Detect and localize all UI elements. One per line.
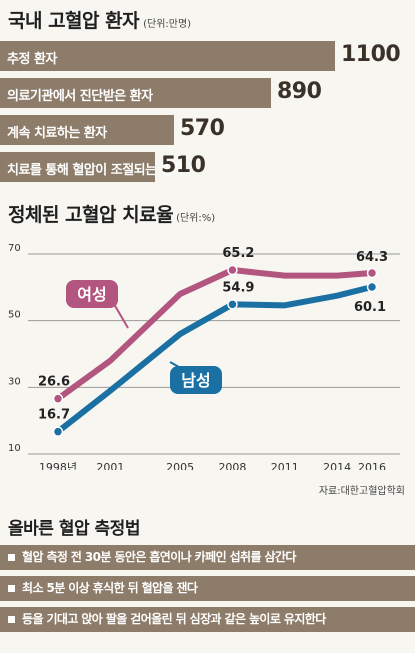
tip-text: 등을 기대고 앉아 팔을 걷어올린 뒤 심장과 같은 높이로 유지한다 [22,612,326,626]
tip-text: 최소 5분 이상 휴식한 뒤 혈압을 잰다 [22,581,198,595]
x-tick-label: 2011 [271,461,299,470]
data-label: 65.2 [222,246,254,261]
measurement-title: 올바른 혈압 측정법 [8,519,140,539]
bullet-icon [8,585,15,592]
treatment-rate-title-text: 정체된 고혈압 치료율 [8,204,174,226]
x-tick-label: 2008 [218,461,246,470]
patient-bar: 의료기관에서 진단받은 환자 [0,78,271,108]
patient-bar-row: 계속 치료하는 환자 570 [0,115,415,145]
patient-bar-row: 의료기관에서 진단받은 환자 890 [0,78,415,108]
data-label: 54.9 [222,280,254,295]
patients-bar-chart: 추정 환자 1100 의료기관에서 진단받은 환자 890 계속 치료하는 환자 570 치… [0,41,415,189]
series-name-label: 남성 [181,371,210,390]
patients-unit: (단위:만명) [143,19,192,30]
treatment-rate-title: 정체된 고혈압 치료율 (단위:%) [8,200,215,227]
y-tick-label: 50 [8,310,21,321]
data-point [366,267,378,279]
data-label: 60.1 [354,300,386,315]
data-label: 64.3 [356,250,388,265]
patient-bar-label: 계속 치료하는 환자 [7,126,107,141]
tip-item: 등을 기대고 앉아 팔을 걷어올린 뒤 심장과 같은 높이로 유지한다 [0,607,415,632]
series-name-box [66,280,118,308]
patient-bar-row: 추정 환자 1100 [0,41,415,71]
patient-bar-row: 치료를 통해 혈압이 조절되는 환자 510 [0,152,415,182]
bullet-icon [8,554,15,561]
x-tick-label: 1998년 [39,461,77,470]
patient-bar-value: 1100 [341,42,401,67]
patients-title: 국내 고혈압 환자 (단위:만명) [8,6,191,33]
y-tick-label: 30 [8,376,21,387]
data-point [52,393,64,404]
treatment-rate-unit: (단위:%) [176,213,216,224]
treatment-rate-line-chart: 10 30 50 70 1998년 2001 2005 2008 2011 2014 2016 26.… [8,243,400,470]
patient-bar: 계속 치료하는 환자 [0,115,174,145]
data-point [227,299,238,310]
y-tick-label: 70 [8,243,21,254]
tip-item: 최소 5분 이상 휴식한 뒤 혈압을 잰다 [0,576,415,601]
patient-bar-value: 890 [277,79,322,104]
data-point [227,264,238,276]
series-name-box [170,366,222,394]
callout-pointer [113,303,129,329]
patient-bar-label: 추정 환자 [7,52,57,67]
x-tick-label: 2001 [96,461,124,470]
measurement-tips: 혈압 측정 전 30분 동안은 흡연이나 카페인 섭취를 삼간다 최소 5분 이… [0,545,415,638]
data-label: 26.6 [38,375,70,390]
patient-bar: 추정 환자 [0,41,335,71]
data-point [52,426,64,437]
y-tick-label: 10 [8,443,21,454]
patient-bar-value: 510 [161,153,206,178]
patient-bar-label: 의료기관에서 진단받은 환자 [7,89,153,104]
bullet-icon [8,616,15,623]
tip-text: 혈압 측정 전 30분 동안은 흡연이나 카페인 섭취를 삼간다 [22,550,296,564]
series-name-label: 여성 [77,285,106,304]
patient-bar: 치료를 통해 혈압이 조절되는 환자 [0,152,184,182]
patients-title-text: 국내 고혈압 환자 [8,10,140,32]
data-point [366,281,378,293]
x-tick-label: 2005 [166,461,194,470]
x-tick-label: 2016 [358,461,386,470]
source-note: 자료:대한고혈압학회 [318,486,405,497]
series-line-male [55,284,375,435]
patient-bar-value: 570 [180,116,225,141]
x-tick-label: 2014 [323,461,351,470]
patient-bar-label: 치료를 통해 혈압이 조절되는 환자 [7,163,184,178]
tip-item: 혈압 측정 전 30분 동안은 흡연이나 카페인 섭취를 삼간다 [0,545,415,570]
data-label: 16.7 [38,408,70,423]
